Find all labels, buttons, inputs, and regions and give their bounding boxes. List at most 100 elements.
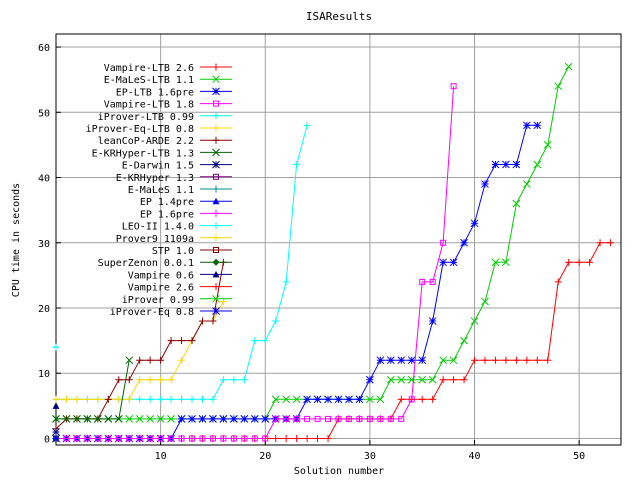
data-point <box>178 395 186 403</box>
data-point <box>303 395 311 404</box>
data-point <box>345 415 352 422</box>
data-point <box>386 375 395 384</box>
data-point <box>135 415 144 423</box>
legend-marker <box>212 258 220 266</box>
legend-marker <box>213 100 219 107</box>
data-point <box>512 160 521 169</box>
data-point <box>439 356 447 365</box>
data-point <box>272 415 279 422</box>
legend-marker <box>212 136 220 144</box>
data-point <box>355 395 364 404</box>
y-tick-label: 30 <box>38 239 50 250</box>
data-point <box>502 356 510 364</box>
series-8 <box>52 356 134 423</box>
legend-marker <box>212 148 220 157</box>
data-point <box>199 435 206 442</box>
data-point <box>419 278 426 285</box>
data-point <box>115 376 123 384</box>
data-point <box>136 356 144 364</box>
data-point <box>377 415 384 422</box>
legend-label: EP-LTB 1.6pre <box>116 87 194 98</box>
legend-label: E-Darwin 1.5 <box>122 161 194 172</box>
data-point <box>283 415 290 422</box>
data-point <box>188 395 196 403</box>
data-point <box>533 121 542 130</box>
data-point <box>554 82 563 91</box>
legend-marker <box>212 124 220 132</box>
series-18 <box>52 402 60 409</box>
data-point <box>335 415 342 422</box>
data-point <box>168 435 175 442</box>
data-point <box>94 435 101 442</box>
legend-marker <box>212 307 220 315</box>
x-axis-label: Solution number <box>294 466 384 477</box>
data-point <box>157 435 164 442</box>
legend-marker <box>212 112 220 120</box>
legend-label: Vampire-LTB 1.8 <box>104 100 194 111</box>
data-point <box>198 317 206 325</box>
data-point <box>125 376 133 384</box>
data-point <box>63 435 70 442</box>
data-point <box>491 258 500 267</box>
legend-label: iProver 0.99 <box>122 295 194 306</box>
data-point <box>607 239 615 247</box>
data-point <box>386 356 395 365</box>
data-point <box>564 62 573 71</box>
data-point <box>450 83 457 90</box>
data-point <box>303 121 311 129</box>
data-point <box>282 278 290 286</box>
legend-marker <box>212 234 220 242</box>
data-point <box>62 395 70 403</box>
legend-marker <box>212 160 220 169</box>
data-point <box>418 375 427 384</box>
data-point <box>104 395 112 403</box>
data-point <box>554 278 562 286</box>
data-point <box>398 415 405 422</box>
legend-marker <box>212 197 220 205</box>
y-tick-label: 40 <box>38 174 50 185</box>
plot-frame <box>55 33 622 446</box>
legend-label: E-KRHyper 1.3 <box>116 173 194 184</box>
data-point <box>52 395 60 403</box>
data-point <box>52 428 60 436</box>
data-point <box>397 375 406 384</box>
data-point <box>293 434 301 442</box>
data-point <box>136 376 144 384</box>
data-point <box>366 415 373 422</box>
data-point <box>230 415 238 423</box>
data-point <box>52 343 60 351</box>
data-point <box>52 415 60 423</box>
data-point <box>115 435 122 442</box>
data-point <box>544 356 552 364</box>
data-point <box>209 317 217 325</box>
data-point <box>428 317 437 325</box>
legend-label: iProver-Eq 0.8 <box>110 307 194 318</box>
data-point <box>167 415 175 423</box>
data-point <box>481 180 489 188</box>
data-point <box>167 337 175 345</box>
series-14 <box>52 343 60 351</box>
data-point <box>167 395 175 403</box>
data-point <box>491 160 500 169</box>
data-point <box>418 395 426 403</box>
data-point <box>220 435 227 442</box>
legend-marker <box>212 270 220 278</box>
data-point <box>146 376 154 384</box>
data-point <box>84 435 91 442</box>
legend-label: EP 1.4pre <box>140 197 194 208</box>
data-point <box>73 395 81 403</box>
data-point <box>262 435 269 442</box>
data-point <box>261 415 270 423</box>
data-point <box>136 395 144 403</box>
data-point <box>94 395 102 403</box>
data-point <box>366 395 374 404</box>
x-tick-label: 50 <box>573 451 585 462</box>
data-point <box>125 415 134 423</box>
data-point <box>188 337 196 345</box>
data-point <box>177 415 186 423</box>
data-point <box>449 258 458 267</box>
legend-label: STP 1.0 <box>152 246 194 257</box>
data-point <box>189 435 196 442</box>
data-point <box>586 258 594 266</box>
legend-marker <box>212 283 220 291</box>
